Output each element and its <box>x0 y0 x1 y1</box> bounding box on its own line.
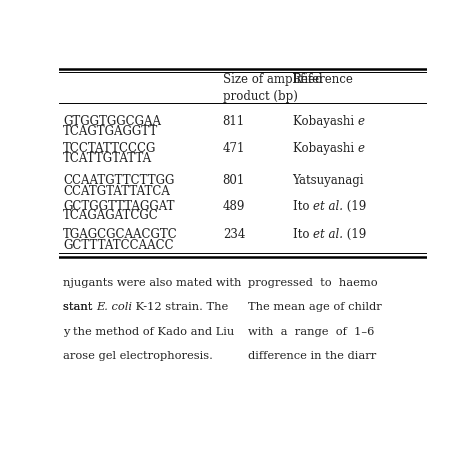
Text: The mean age of childr: The mean age of childr <box>248 302 382 312</box>
Text: difference in the diarr: difference in the diarr <box>248 351 377 361</box>
Text: GCTGGTTTAGGAT: GCTGGTTTAGGAT <box>63 200 174 213</box>
Text: Ito: Ito <box>292 228 313 241</box>
Text: 811: 811 <box>223 115 245 128</box>
Text: with  a  range  of  1–6: with a range of 1–6 <box>248 327 375 337</box>
Text: TCATTGTATTA: TCATTGTATTA <box>63 152 152 165</box>
Text: CCAATGTTCTTGG: CCAATGTTCTTGG <box>63 174 174 187</box>
Text: stant: stant <box>63 302 96 312</box>
Text: et al.: et al. <box>313 200 343 213</box>
Text: y the method of Kado and Liu: y the method of Kado and Liu <box>63 327 234 337</box>
Text: Kobayashi: Kobayashi <box>292 115 357 128</box>
Text: TGAGCGCAACGTC: TGAGCGCAACGTC <box>63 228 178 241</box>
Text: et al.: et al. <box>313 228 343 241</box>
Text: 471: 471 <box>223 142 245 155</box>
Text: njugants were also mated with: njugants were also mated with <box>63 278 241 288</box>
Text: GTGGTGGCGAA: GTGGTGGCGAA <box>63 115 161 128</box>
Text: Kobayashi: Kobayashi <box>292 142 357 155</box>
Text: Reference: Reference <box>292 73 354 86</box>
Text: 489: 489 <box>223 200 245 213</box>
Text: Ito: Ito <box>292 200 313 213</box>
Text: Size of amplified
product (bp): Size of amplified product (bp) <box>223 73 322 103</box>
Text: TCCTATTCCCG: TCCTATTCCCG <box>63 142 156 155</box>
Text: E. coli: E. coli <box>96 302 132 312</box>
Text: K-12 strain. The: K-12 strain. The <box>132 302 228 312</box>
Text: 234: 234 <box>223 228 245 241</box>
Text: (19: (19 <box>343 200 368 213</box>
Text: (19: (19 <box>343 228 368 241</box>
Text: 801: 801 <box>223 174 245 187</box>
Text: GCTTTATCCAACC: GCTTTATCCAACC <box>63 238 173 252</box>
Text: TCAGTGAGGTT: TCAGTGAGGTT <box>63 126 158 138</box>
Text: stant: stant <box>63 302 96 312</box>
Text: progressed  to  haemo: progressed to haemo <box>248 278 378 288</box>
Text: e: e <box>357 115 365 128</box>
Text: e: e <box>357 142 365 155</box>
Text: CCATGTATTATCA: CCATGTATTATCA <box>63 185 170 198</box>
Text: arose gel electrophoresis.: arose gel electrophoresis. <box>63 351 213 361</box>
Text: TCAGAGATCGC: TCAGAGATCGC <box>63 210 159 222</box>
Text: Yatsuyanagi: Yatsuyanagi <box>292 174 364 187</box>
